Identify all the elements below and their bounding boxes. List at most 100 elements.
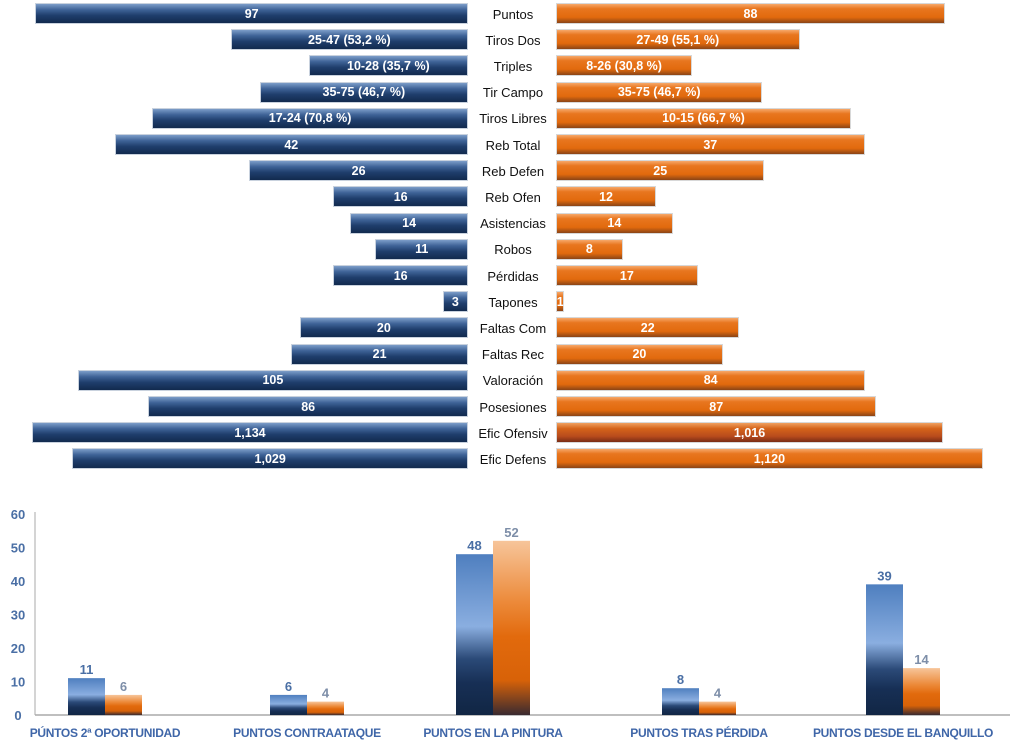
home-bar: 42 xyxy=(114,134,468,155)
away-bar-label: 20 xyxy=(632,347,647,362)
home-bar-label: 11 xyxy=(415,242,429,257)
home-bar: 105 xyxy=(77,369,468,391)
home-value-label: 11 xyxy=(80,662,94,677)
category-label: Tapones xyxy=(488,294,538,310)
away-bar-label: 1,120 xyxy=(753,451,786,466)
away-bar-label: 25 xyxy=(653,163,668,178)
y-tick-label: 60 xyxy=(11,507,25,522)
away-bar-label: 87 xyxy=(709,399,724,414)
stat-row: 25-47 (53,2 %) Tiros Dos 27-49 (55,1 %) xyxy=(0,29,1024,51)
category-label: Puntos xyxy=(492,6,534,22)
away-bar-label: 1,016 xyxy=(733,425,766,440)
away-bar-label: 8 xyxy=(585,242,593,257)
home-bar-label: 16 xyxy=(393,268,408,283)
home-bar-label: 10-28 (35,7 %) xyxy=(347,58,430,73)
away-bar: 8-26 (30,8 %) xyxy=(556,55,693,77)
away-bar: 14 xyxy=(556,212,673,234)
home-bar-label: 26 xyxy=(351,163,366,178)
home-bar-label: 25-47 (53,2 %) xyxy=(308,32,391,47)
category-label: Tiros Dos xyxy=(485,32,541,48)
away-value-label: 14 xyxy=(914,652,929,667)
away-column xyxy=(105,694,142,715)
stat-row: 1,029 Efic Defens 1,120 xyxy=(0,448,1024,470)
home-bar: 14 xyxy=(350,212,468,234)
y-tick-label: 10 xyxy=(11,675,25,690)
home-bar-label: 21 xyxy=(372,347,387,362)
category-label: Efic Defens xyxy=(479,451,547,467)
home-column xyxy=(68,678,105,715)
stat-row: 42 Reb Total 37 xyxy=(0,134,1024,156)
away-bar-label: 84 xyxy=(703,373,718,388)
category-label: Faltas Com xyxy=(479,320,547,336)
stat-row: 10-28 (35,7 %) Triples 8-26 (30,8 %) xyxy=(0,55,1024,77)
home-bar: 25-47 (53,2 %) xyxy=(230,29,468,51)
home-bar: 17-24 (70,8 %) xyxy=(152,107,468,129)
home-value-label: 48 xyxy=(467,538,481,553)
category-label: Reb Ofen xyxy=(485,189,541,205)
away-bar-label: 35-75 (46,7 %) xyxy=(617,85,701,100)
away-bar-label: 88 xyxy=(743,6,758,21)
y-tick-label: 0 xyxy=(14,708,21,723)
category-label: Triples xyxy=(493,58,533,74)
home-bar-label: 105 xyxy=(262,373,284,388)
home-bar-label: 35-75 (46,7 %) xyxy=(322,85,406,100)
stat-row: 16 Reb Ofen 12 xyxy=(0,186,1024,208)
home-column xyxy=(662,688,699,715)
away-bar: 37 xyxy=(556,134,865,155)
home-column xyxy=(866,584,903,715)
stat-row: 21 Faltas Rec 20 xyxy=(0,343,1024,366)
y-tick-label: 40 xyxy=(11,574,25,589)
away-bar-label: 10-15 (66,7 %) xyxy=(662,111,745,126)
home-value-label: 39 xyxy=(877,568,891,583)
category-label: Reb Total xyxy=(485,137,541,153)
home-value-label: 6 xyxy=(285,679,292,694)
category-label: Robos xyxy=(494,242,532,258)
stat-row: 16 Pérdidas 17 xyxy=(0,265,1024,287)
comparison-bar-chart: 97 Puntos 88 25-47 (53,2 %) Tiros Dos 27-49 (… xyxy=(0,3,1024,470)
away-value-label: 52 xyxy=(504,525,518,540)
home-bar-label: 1,029 xyxy=(254,451,286,466)
home-bar: 86 xyxy=(148,396,468,417)
away-bar: 1,016 xyxy=(556,422,944,444)
category-label: Tir Campo xyxy=(482,85,544,101)
home-bar-label: 97 xyxy=(244,6,259,21)
away-bar-label: 1 xyxy=(556,294,564,309)
away-bar: 22 xyxy=(556,317,740,339)
away-value-label: 4 xyxy=(714,686,722,701)
stat-row: 97 Puntos 88 xyxy=(0,3,1024,25)
away-column xyxy=(903,668,940,715)
home-bar: 16 xyxy=(333,265,468,286)
y-tick-label: 20 xyxy=(11,641,25,656)
stat-row: 17-24 (70,8 %) Tiros Libres 10-15 (66,7 %) xyxy=(0,107,1024,130)
category-label: Efic Ofensiv xyxy=(478,425,548,441)
home-bar-label: 86 xyxy=(301,399,316,414)
away-bar: 35-75 (46,7 %) xyxy=(556,81,763,103)
category-label: PUNTOS DESDE EL BANQUILLO xyxy=(813,726,993,740)
away-bar-label: 12 xyxy=(599,189,613,204)
home-bar: 97 xyxy=(35,3,468,24)
category-label: Valoración xyxy=(482,373,544,389)
home-bar: 21 xyxy=(291,343,468,365)
stat-row: 11 Robos 8 xyxy=(0,238,1024,261)
category-label: Pérdidas xyxy=(487,268,539,284)
away-value-label: 4 xyxy=(322,686,330,701)
category-label: Posesiones xyxy=(479,399,547,415)
stat-row: 26 Reb Defen 25 xyxy=(0,160,1024,182)
home-bar-label: 17-24 (70,8 %) xyxy=(268,111,352,126)
away-bar: 27-49 (55,1 %) xyxy=(556,29,800,51)
away-column xyxy=(699,701,736,715)
away-bar: 84 xyxy=(556,369,866,391)
away-bar: 25 xyxy=(556,160,765,182)
stat-row: 3 Tapones 1 xyxy=(0,291,1024,313)
away-column xyxy=(307,701,344,715)
home-bar: 20 xyxy=(299,317,468,339)
home-bar: 11 xyxy=(375,238,468,260)
home-bar-label: 3 xyxy=(451,294,459,309)
y-tick-label: 30 xyxy=(11,608,25,623)
away-bar-label: 27-49 (55,1 %) xyxy=(636,32,720,47)
home-bar: 1,134 xyxy=(31,422,468,444)
away-bar: 17 xyxy=(556,265,698,286)
stat-row: 105 Valoración 84 xyxy=(0,369,1024,392)
stat-row: 35-75 (46,7 %) Tir Campo 35-75 (46,7 %) xyxy=(0,81,1024,104)
home-bar: 16 xyxy=(333,186,468,208)
